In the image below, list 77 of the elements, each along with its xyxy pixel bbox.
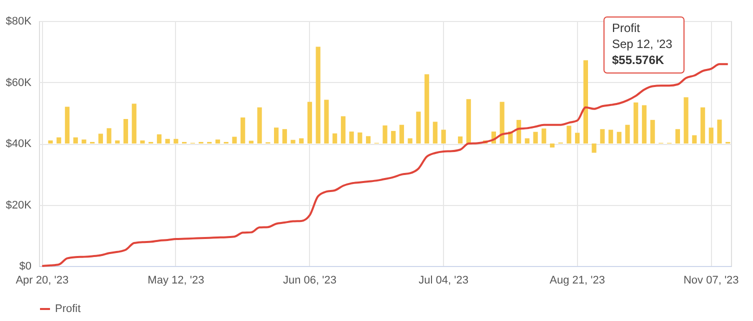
bar — [290, 140, 296, 144]
bar — [583, 60, 588, 144]
y-tick-label: $20K — [6, 199, 32, 212]
y-tick-label: $60K — [6, 76, 32, 89]
bar — [123, 119, 128, 144]
bar — [257, 107, 262, 144]
bar — [432, 122, 438, 144]
bar — [408, 138, 412, 144]
y-tick-label: $0 — [19, 260, 32, 272]
bar — [140, 140, 145, 144]
bar — [165, 138, 170, 144]
bar — [240, 117, 246, 144]
bar — [708, 128, 714, 144]
bar — [73, 137, 78, 144]
y-tick-label: $80K — [6, 16, 32, 28]
bar — [533, 132, 538, 144]
bar — [82, 140, 86, 144]
bar — [174, 138, 178, 144]
bar — [616, 132, 622, 144]
bar — [684, 97, 688, 144]
x-tick-label: Apr 20, '23 — [16, 274, 69, 286]
bar — [324, 100, 329, 144]
bar — [156, 134, 162, 144]
bar — [650, 120, 655, 144]
bar — [642, 105, 647, 144]
bar — [675, 129, 680, 144]
bar — [717, 120, 722, 144]
bar — [441, 130, 446, 144]
bar — [692, 135, 697, 144]
x-tick-label: Nov 07, '23 — [683, 274, 739, 286]
bar — [382, 125, 388, 144]
bar — [416, 112, 421, 144]
bar — [625, 124, 630, 144]
bar — [458, 136, 463, 144]
bar — [366, 136, 371, 144]
bar — [500, 102, 504, 144]
bar — [424, 74, 430, 144]
bar — [466, 99, 471, 144]
bar — [524, 138, 530, 144]
x-tick-label: Jun 06, '23 — [282, 274, 336, 286]
bar — [274, 128, 279, 144]
bar — [56, 137, 62, 144]
bar — [98, 134, 103, 144]
bar — [232, 136, 237, 144]
x-tick-label: May 12, '23 — [148, 274, 204, 286]
bar — [592, 144, 596, 153]
y-tick-label: $40K — [6, 138, 32, 150]
bar — [115, 140, 120, 144]
annotation: Profit Sep 12, '23 $55.576K — [612, 21, 673, 67]
bar — [215, 140, 220, 144]
bar — [542, 128, 546, 144]
bar — [349, 132, 354, 144]
bar — [700, 107, 706, 144]
x-tick-label: Aug 21, '23 — [550, 274, 605, 286]
bar — [248, 140, 254, 144]
bar — [316, 46, 320, 144]
bar — [391, 130, 396, 144]
line-series — [41, 63, 729, 267]
bar — [48, 140, 53, 144]
x-tick-label: Jul 04, '23 — [418, 274, 468, 286]
bar — [575, 132, 580, 144]
bar — [550, 144, 555, 148]
legend-label: Profit — [55, 303, 81, 315]
bar — [340, 116, 346, 144]
bar — [64, 106, 70, 144]
bar — [299, 138, 304, 144]
bar — [106, 128, 112, 144]
bar — [566, 126, 572, 144]
bar — [282, 129, 287, 144]
bar — [634, 102, 638, 144]
bar — [132, 104, 136, 144]
bar — [399, 124, 404, 144]
bar — [358, 132, 362, 144]
bar — [332, 133, 338, 144]
bar — [307, 102, 312, 144]
bar — [608, 130, 614, 144]
bar — [600, 129, 605, 144]
